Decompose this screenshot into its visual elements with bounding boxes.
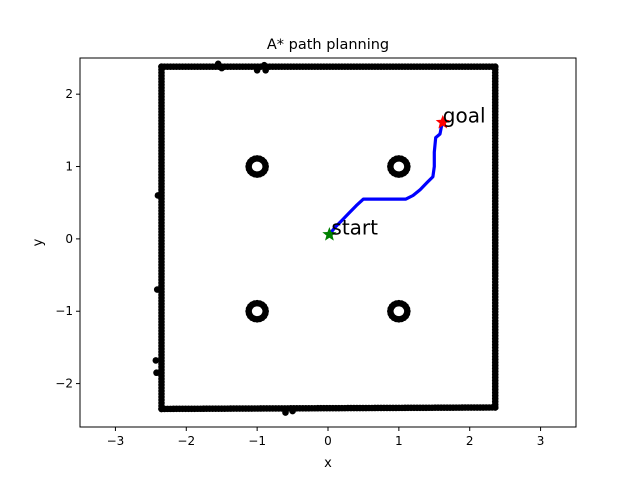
x-tick-label: −1 — [248, 434, 266, 448]
goal-marker — [435, 114, 450, 129]
path-line — [327, 120, 445, 237]
y-tick-label: −2 — [55, 377, 73, 391]
start-marker — [322, 227, 337, 241]
obstacle-point — [154, 192, 162, 199]
x-axis: −3 −2 −1 0 1 2 3 — [107, 427, 545, 448]
x-tick-label: 2 — [466, 434, 474, 448]
obstacle-point — [152, 357, 160, 364]
x-tick-label: 0 — [324, 434, 332, 448]
obstacle-point — [282, 409, 289, 416]
obstacle-point — [261, 160, 269, 168]
obstacle-point — [153, 286, 161, 293]
x-tick-label: 1 — [395, 434, 403, 448]
obstacle-point — [491, 63, 499, 70]
obstacle-point — [261, 305, 269, 313]
y-tick-label: 2 — [65, 87, 73, 101]
obstacle-point — [253, 67, 261, 74]
goal-label: goal — [443, 103, 486, 127]
start-label: start — [331, 216, 378, 240]
obstacle-point — [214, 60, 222, 68]
x-tick-label: 3 — [537, 434, 545, 448]
obstacle-point — [491, 404, 499, 411]
y-tick-label: 1 — [65, 160, 73, 174]
obstacle-point — [153, 369, 160, 377]
obstacle-point — [289, 407, 296, 415]
x-tick-label: −3 — [107, 434, 125, 448]
chart-title: A* path planning — [267, 37, 389, 53]
plot-area: start goal — [152, 60, 499, 416]
y-tick-label: 0 — [65, 232, 73, 246]
y-axis: −2 −1 0 1 2 — [55, 87, 80, 391]
obstacle-point — [262, 67, 269, 74]
x-tick-label: −2 — [177, 434, 195, 448]
obstacle-point — [260, 61, 268, 69]
y-tick-label: −1 — [55, 304, 73, 318]
x-axis-label: x — [324, 456, 332, 471]
obstacle-point — [403, 305, 411, 313]
obstacle-point — [403, 160, 411, 168]
y-axis-label: y — [31, 238, 46, 246]
